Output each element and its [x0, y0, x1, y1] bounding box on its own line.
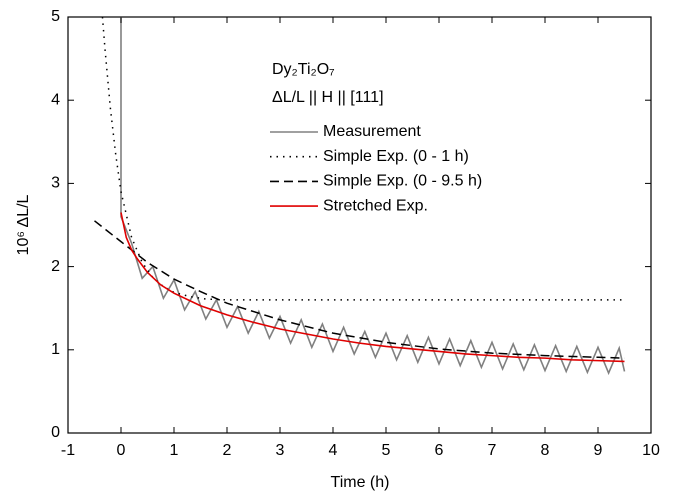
x-tick-label: 7: [488, 442, 497, 459]
y-tick-label: 5: [51, 8, 60, 25]
y-tick-label: 1: [51, 341, 60, 358]
legend-label: Stretched Exp.: [323, 197, 428, 214]
x-tick-label: 3: [276, 442, 285, 459]
series-line: [94, 220, 625, 359]
y-tick-label: 2: [51, 258, 60, 275]
x-tick-label: 1: [170, 442, 179, 459]
legend-label: Simple Exp. (0 - 1 h): [323, 148, 469, 165]
y-axis-label: 10⁶ ΔL/L: [15, 194, 32, 255]
legend-label: Measurement: [323, 123, 421, 140]
annotation: ΔL/L || H || [111]: [272, 89, 384, 106]
annotation: Dy₂Ti₂O₇: [272, 61, 335, 78]
x-tick-label: -1: [61, 442, 75, 459]
x-tick-label: 5: [382, 442, 391, 459]
plot-area: [94, 17, 626, 376]
series-line: [120, 212, 625, 363]
x-tick-label: 10: [642, 442, 660, 459]
y-tick-label: 0: [51, 424, 60, 441]
x-tick-label: 6: [435, 442, 444, 459]
plot-frame: [67, 16, 652, 434]
y-tick-label: 4: [51, 91, 60, 108]
x-tick-label: 4: [329, 442, 338, 459]
y-tick-label: 3: [51, 175, 60, 192]
x-tick-label: 0: [117, 442, 126, 459]
x-tick-label: 9: [594, 442, 603, 459]
x-tick-label: 2: [223, 442, 232, 459]
x-tick-label: 8: [541, 442, 550, 459]
legend-label: Simple Exp. (0 - 9.5 h): [323, 173, 482, 190]
series-line: [120, 17, 626, 376]
x-axis-label: Time (h): [331, 474, 390, 491]
